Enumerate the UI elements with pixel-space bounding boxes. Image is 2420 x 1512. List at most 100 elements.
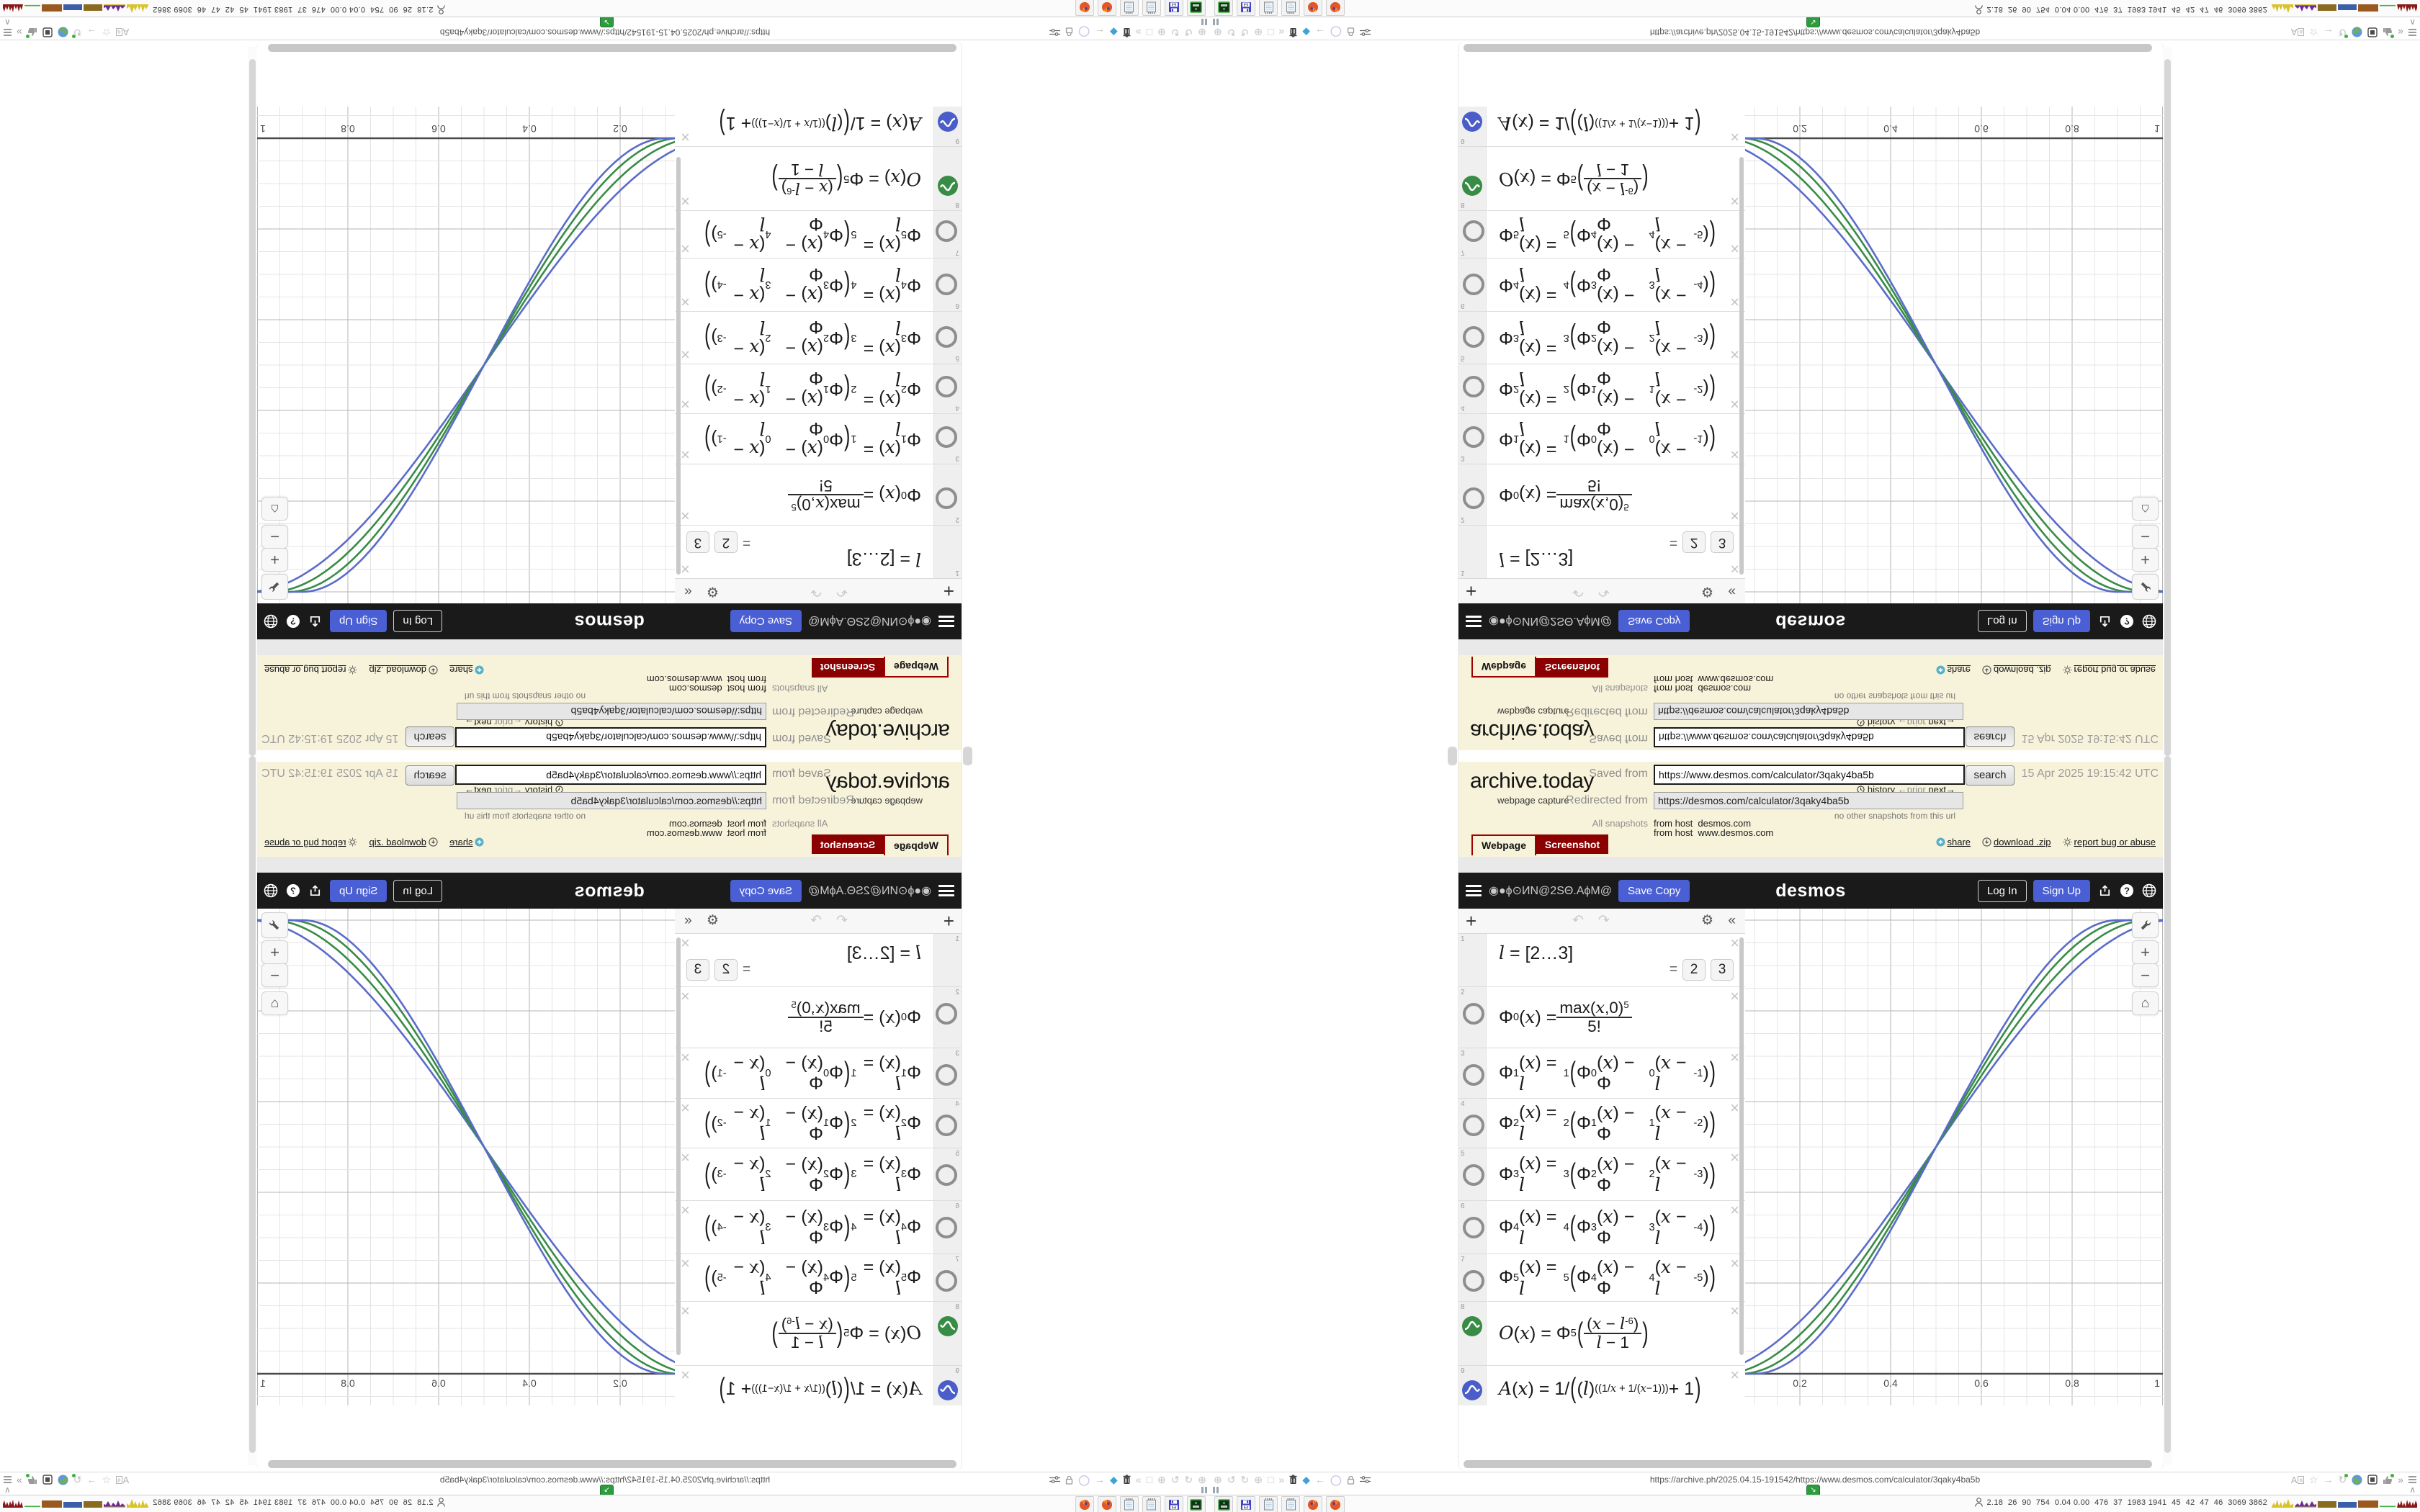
refresh-icon[interactable]: ↻: [71, 27, 82, 39]
list-element-chip[interactable]: 2: [714, 959, 738, 981]
expression-gutter[interactable]: 1: [933, 526, 962, 578]
undo-button[interactable]: ↶: [1572, 913, 1584, 928]
bookmark-star-icon[interactable]: ☆: [2308, 27, 2318, 39]
expression-scrollbar[interactable]: [1739, 937, 1744, 1355]
taskbar-floppy64-icon[interactable]: 64: [1237, 0, 1255, 16]
wrench-settings-button[interactable]: [2132, 574, 2159, 600]
list-element-chip[interactable]: 3: [686, 959, 709, 981]
expression-scrollbar[interactable]: [676, 157, 681, 575]
taskbar-firefox-icon[interactable]: [1304, 0, 1322, 16]
download-zip-link[interactable]: download .zip: [369, 837, 438, 847]
bookmark-star-icon[interactable]: ☆: [102, 1473, 112, 1485]
send-arrow-icon[interactable]: →: [86, 1474, 97, 1485]
expression-formula[interactable]: Φ 5 (x) = l 5(Φ 4 (x) − Φ 4 (x − l -5)): [1499, 1256, 1716, 1299]
delete-expression-button[interactable]: ×: [681, 1302, 690, 1320]
forward-icon[interactable]: ↻: [1240, 1473, 1250, 1485]
expand-caret-icon[interactable]: ∧: [2409, 17, 2416, 27]
expression-scrollbar[interactable]: [676, 937, 681, 1355]
expression-row[interactable]: 3 Φ 1 (x) = l 1(Φ 0 (x) − Φ 0 (x − l -1)) ×: [1458, 413, 1745, 464]
expression-row[interactable]: 6 Φ 4 (x) = l 4(Φ 3 (x) − Φ 3 (x − l -4)) ×: [1458, 1201, 1745, 1254]
tab-screenshot[interactable]: Screenshot: [1536, 834, 1608, 854]
delete-expression-button[interactable]: ×: [1730, 240, 1739, 258]
expression-row[interactable]: 2 Φ 0 (x) = max(x,0)5 5! ×: [1458, 464, 1745, 525]
expression-formula[interactable]: A(x) = 1/((l) ((1/x + 1/(x−1))) + 1): [1499, 1372, 1701, 1404]
menu-icon[interactable]: [938, 616, 954, 627]
host-link-1[interactable]: from host desmos.com: [1654, 683, 1752, 694]
window-icon[interactable]: □: [1267, 1474, 1274, 1485]
tab-webpage[interactable]: Webpage: [1471, 657, 1536, 678]
language-globe-icon[interactable]: [2141, 613, 2157, 629]
saved-from-input[interactable]: https://www.desmos.com/calculator/3qaky4…: [455, 765, 766, 785]
expression-row[interactable]: 4 Φ 2 (x) = l 2(Φ 1 (x) − Φ 1 (x − l -2)) ×: [1458, 1099, 1745, 1148]
address-bar[interactable]: https://archive.ph/2025.04.15-191542/htt…: [439, 1475, 771, 1485]
trash-icon[interactable]: [1289, 27, 1297, 38]
hidden-plot-toggle-icon[interactable]: [1463, 274, 1484, 295]
delete-expression-button[interactable]: ×: [1730, 1254, 1739, 1272]
expression-gutter[interactable]: 8: [933, 1302, 962, 1365]
report-bug-link[interactable]: report bug or abuse: [2062, 665, 2156, 675]
save-copy-button[interactable]: Save Copy: [1618, 610, 1690, 633]
boxed-extension-icon[interactable]: [2367, 1474, 2378, 1485]
send-arrow-icon[interactable]: →: [2323, 27, 2334, 38]
site-settings-icon[interactable]: [1049, 1474, 1061, 1485]
menu-icon[interactable]: [1466, 885, 1482, 896]
share-link[interactable]: share: [1935, 665, 1971, 675]
log-in-button[interactable]: Log In: [1977, 610, 2027, 633]
plot-curve[interactable]: [257, 919, 675, 1364]
wrench-settings-button[interactable]: [2132, 912, 2159, 938]
graph-paper[interactable]: 0.2 0.4 0.6 0.8 1 + − ⌂: [257, 107, 675, 603]
zoom-out-button[interactable]: −: [2132, 525, 2159, 549]
expression-row[interactable]: 5 Φ 3 (x) = l 3(Φ 2 (x) − Φ 2 (x − l -3)) ×: [1458, 1148, 1745, 1201]
expression-gutter[interactable]: 3: [933, 414, 962, 464]
taskbar-firefox-icon[interactable]: [1326, 0, 1345, 16]
expression-gutter[interactable]: 4: [1458, 364, 1487, 413]
plot-curve[interactable]: [1745, 148, 2163, 593]
expression-gutter[interactable]: 7: [933, 1254, 962, 1301]
expression-row[interactable]: 8 O(x) = Φ 5((x − l-6) l − 1) ×: [1458, 1302, 1745, 1366]
expression-gutter[interactable]: 3: [1458, 1048, 1487, 1098]
reload-icon[interactable]: ⊕: [1254, 1473, 1263, 1485]
expression-gutter[interactable]: 4: [933, 364, 962, 413]
delete-expression-button[interactable]: ×: [1730, 1099, 1739, 1117]
delete-expression-button[interactable]: ×: [681, 1254, 690, 1272]
expression-formula[interactable]: l = [2…3]: [1499, 942, 1574, 963]
expression-row[interactable]: 3 Φ 1 (x) = l 1(Φ 0 (x) − Φ 0 (x − l -1)) ×: [675, 1048, 962, 1099]
taskbar-firefox-icon[interactable]: [1075, 0, 1094, 16]
search-button[interactable]: search: [1966, 765, 2015, 786]
expression-row[interactable]: 8 O(x) = Φ 5((x − l-6) l − 1) ×: [675, 1302, 962, 1366]
export-icon[interactable]: [2097, 613, 2112, 629]
hidden-plot-toggle-icon[interactable]: [936, 426, 957, 448]
plot-style-icon[interactable]: [938, 1316, 958, 1336]
taskbar-notepad-icon[interactable]: [1281, 1496, 1300, 1512]
delete-expression-button[interactable]: ×: [1730, 1366, 1739, 1384]
collapse-panel-button[interactable]: «: [1728, 913, 1736, 928]
default-view-button[interactable]: ⌂: [2132, 497, 2159, 521]
delete-expression-button[interactable]: ×: [681, 987, 690, 1005]
expression-gutter[interactable]: 2: [933, 464, 962, 525]
collapse-panel-button[interactable]: «: [684, 913, 692, 928]
hidden-plot-toggle-icon[interactable]: [936, 1003, 957, 1025]
plot-curve[interactable]: [257, 148, 675, 593]
expression-gutter[interactable]: 7: [1458, 211, 1487, 258]
expression-formula[interactable]: Φ 0 (x) = max(x,0)5 5!: [1499, 987, 1716, 1048]
send-arrow-icon[interactable]: →: [2323, 1474, 2334, 1485]
expression-row[interactable]: 6 Φ 4 (x) = l 4(Φ 3 (x) − Φ 3 (x − l -4)) ×: [675, 1201, 962, 1254]
delete-expression-button[interactable]: ×: [1730, 128, 1739, 146]
expression-gutter[interactable]: 3: [1458, 414, 1487, 464]
taskbar-floppy64-icon[interactable]: 64: [1165, 0, 1183, 16]
download-zip-link[interactable]: download .zip: [1982, 837, 2051, 847]
taskbar-firefox-icon[interactable]: [1098, 1496, 1116, 1512]
expression-formula[interactable]: O(x) = Φ 5((x − l-6) l − 1): [771, 1314, 921, 1352]
expression-gutter[interactable]: 1: [1458, 526, 1487, 578]
report-bug-link[interactable]: report bug or abuse: [264, 665, 358, 675]
host-link-1[interactable]: from host desmos.com: [668, 683, 766, 694]
back-icon[interactable]: ↺: [1227, 1473, 1236, 1485]
page-scrollbar[interactable]: [248, 756, 257, 1465]
hidden-plot-toggle-icon[interactable]: [936, 1217, 957, 1238]
delete-expression-button[interactable]: ×: [1730, 346, 1739, 364]
address-bar[interactable]: https://archive.ph/2025.04.15-191542/htt…: [1649, 27, 1981, 37]
hidden-plot-toggle-icon[interactable]: [1463, 1270, 1484, 1292]
more-tools-icon[interactable]: »: [17, 1474, 22, 1485]
delete-expression-button[interactable]: ×: [681, 128, 690, 146]
list-element-chip[interactable]: 2: [1682, 531, 1706, 553]
